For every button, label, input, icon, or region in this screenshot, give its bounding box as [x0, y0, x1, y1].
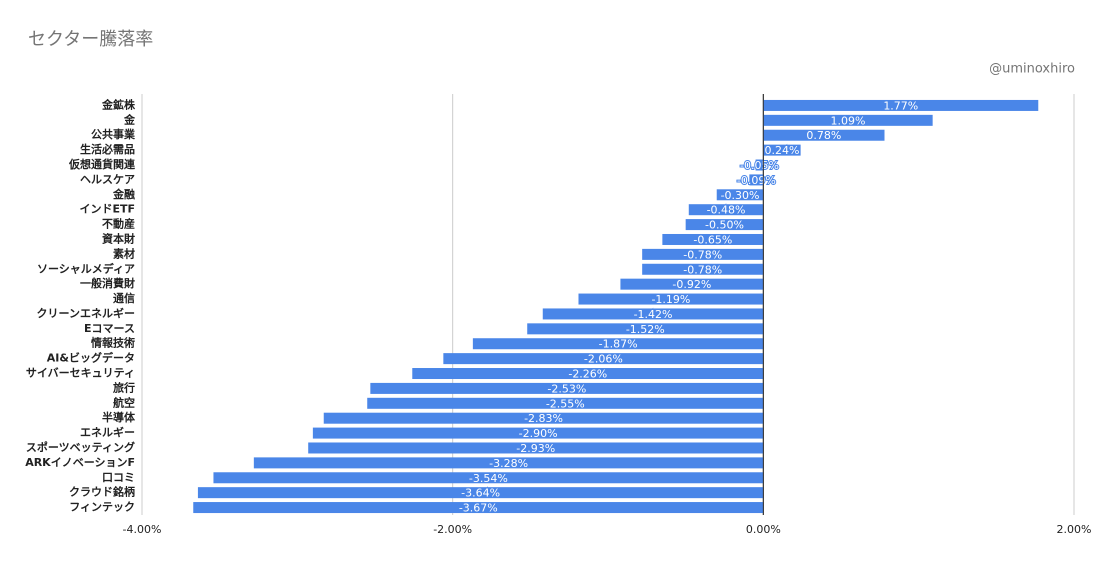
y-tick-label: インドETF	[79, 203, 135, 216]
bar	[716, 189, 764, 201]
bar	[197, 487, 764, 499]
y-tick-label: 生活必需品	[80, 142, 135, 156]
y-tick-label: 旅行	[113, 380, 135, 394]
y-tick-label: サイバーセキュリティ	[26, 367, 135, 380]
y-tick-label: ヘルスケア	[80, 173, 135, 186]
value-label: -0.50%	[705, 219, 744, 232]
bar	[763, 144, 801, 156]
y-tick-label: Eコマース	[84, 322, 135, 335]
value-label: 0.24%	[764, 144, 799, 157]
bar	[662, 233, 764, 245]
y-tick-label: 半導体	[102, 410, 136, 424]
y-tick-label: 航空	[113, 395, 135, 409]
y-tick-label: クラウド銘柄	[69, 485, 135, 499]
value-label: -2.83%	[524, 412, 563, 425]
bar	[685, 219, 764, 231]
bar	[527, 323, 764, 335]
value-label: 1.77%	[883, 99, 918, 112]
value-label: -3.64%	[461, 487, 500, 500]
watermark: @uminoxhiro	[989, 62, 1075, 77]
bar	[542, 308, 764, 320]
value-label: -2.26%	[568, 368, 607, 381]
value-label: -0.30%	[721, 189, 760, 202]
bar	[755, 159, 764, 171]
value-label: -0.78%	[683, 263, 722, 276]
bar	[763, 114, 933, 126]
value-label: -0.78%	[683, 248, 722, 261]
bar	[193, 502, 764, 514]
bar	[642, 263, 764, 275]
bar	[749, 174, 764, 186]
y-tick-label: 金融	[112, 187, 135, 201]
y-tick-label: 不動産	[102, 217, 135, 231]
y-tick-label: ARKイノベーションF	[25, 456, 135, 469]
value-label: -1.42%	[634, 308, 673, 321]
bar	[308, 442, 764, 454]
value-label: -0.09%	[737, 174, 776, 187]
x-tick-label: 0.00%	[746, 523, 781, 536]
y-tick-label: 金	[123, 112, 136, 126]
value-label: -0.48%	[707, 204, 746, 217]
value-label: -2.90%	[519, 427, 558, 440]
bar	[253, 457, 764, 469]
bar	[642, 248, 764, 260]
y-tick-label: クリーンエネルギー	[37, 306, 135, 320]
value-label: 0.78%	[806, 129, 841, 142]
y-tick-label: 金鉱株	[101, 97, 136, 111]
bar	[763, 99, 1039, 111]
y-tick-label: エネルギー	[80, 425, 135, 439]
y-tick-label: AI&ビッグデータ	[47, 351, 135, 365]
value-label: -1.87%	[599, 338, 638, 351]
bar	[472, 338, 764, 350]
y-tick-label: 仮想通貨関連	[68, 157, 136, 171]
bar	[763, 129, 885, 141]
y-tick-label: 素材	[113, 246, 135, 260]
y-tick-label: ソーシャルメディア	[37, 261, 135, 275]
y-tick-label: 公共事業	[91, 127, 136, 141]
bar	[688, 204, 764, 216]
value-label: -2.53%	[547, 382, 586, 395]
bar	[620, 278, 764, 290]
value-label: -0.05%	[740, 159, 779, 172]
bar	[443, 353, 764, 365]
bar	[412, 368, 764, 380]
bar	[312, 427, 764, 439]
bar	[213, 472, 764, 484]
x-tick-label: 2.00%	[1057, 523, 1092, 536]
value-label: -0.65%	[693, 233, 732, 246]
x-tick-label: -4.00%	[123, 523, 162, 536]
value-label: -3.67%	[459, 502, 498, 515]
value-label: 1.09%	[831, 114, 866, 127]
bar	[370, 382, 764, 394]
bar	[367, 397, 764, 409]
value-label: -1.19%	[651, 293, 690, 306]
value-label: -2.06%	[584, 353, 623, 366]
y-tick-label: 一般消費財	[80, 276, 135, 290]
y-tick-label: 資本財	[102, 231, 135, 245]
value-label: -0.92%	[672, 278, 711, 291]
value-label: -1.52%	[626, 323, 665, 336]
value-label: -2.93%	[516, 442, 555, 455]
value-label: -3.54%	[469, 472, 508, 485]
chart-title: セクター騰落率	[28, 29, 153, 50]
y-tick-label: スポーツベッティング	[26, 440, 135, 454]
value-label: -2.55%	[546, 397, 585, 410]
y-tick-label: 通信	[113, 291, 135, 305]
bar	[323, 412, 764, 424]
y-tick-label: 情報技術	[91, 336, 135, 350]
x-tick-label: -2.00%	[433, 523, 472, 536]
bar	[578, 293, 764, 305]
value-label: -3.28%	[489, 457, 528, 470]
y-tick-label: フィンテック	[69, 501, 135, 514]
y-tick-label: 口コミ	[102, 471, 135, 484]
